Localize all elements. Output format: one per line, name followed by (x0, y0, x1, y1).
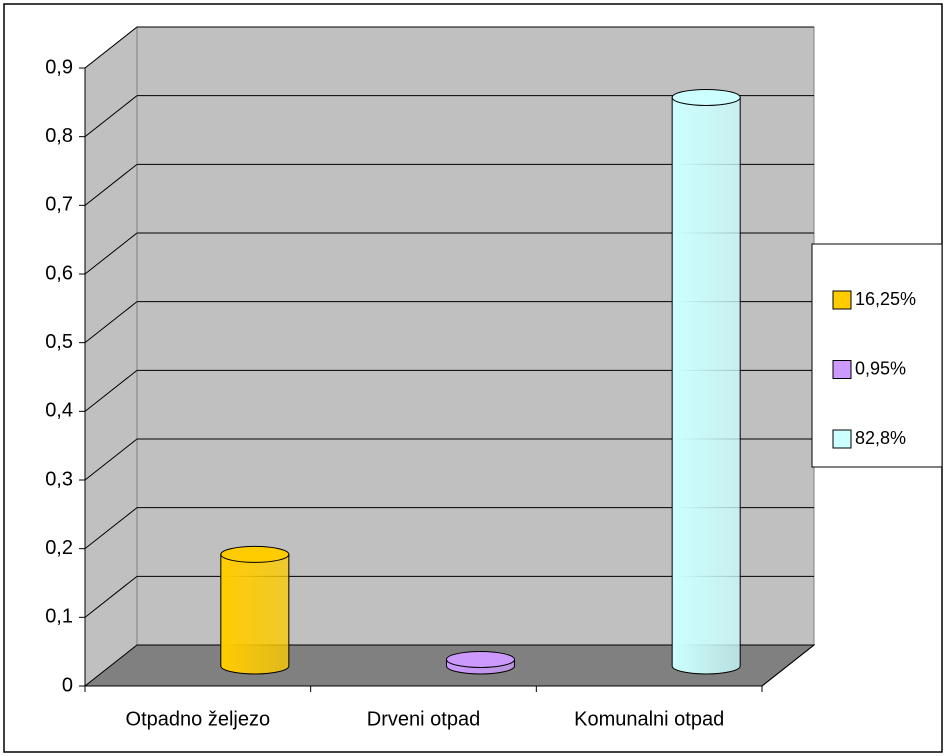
grid-line (84, 95, 138, 138)
y-tick-label: 0,3 (45, 468, 73, 490)
legend-swatch (832, 429, 852, 449)
y-tick-label: 0,5 (45, 331, 73, 353)
grid-line (84, 301, 138, 344)
grid-line (84, 575, 138, 618)
y-tick-label: 0,8 (45, 125, 73, 147)
y-tick-label: 0,7 (45, 194, 73, 216)
bar (671, 88, 741, 675)
legend-label: 16,25% (855, 289, 916, 309)
left-wall (84, 25, 138, 688)
bar-body (671, 96, 741, 675)
y-tick-label: 0,1 (45, 606, 73, 628)
y-tick-label: 0,4 (45, 400, 73, 422)
y-tick-label: 0,2 (45, 537, 73, 559)
grid-line (84, 438, 138, 481)
bar-top (671, 88, 741, 106)
bar-top (446, 650, 515, 668)
x-axis-depth (761, 644, 815, 687)
grid-line (84, 163, 138, 206)
y-tick-label: 0 (62, 674, 73, 696)
legend-swatch (832, 360, 852, 379)
x-tick-label: Otpadno željezo (126, 708, 271, 730)
grid-line (84, 232, 138, 275)
grid-line (84, 507, 138, 550)
grid-line (84, 26, 138, 69)
grid-line (84, 369, 138, 412)
bar (446, 650, 515, 675)
y-tick-label: 0,9 (45, 56, 73, 78)
legend-swatch (832, 290, 852, 310)
x-tick-label: Drveni otpad (367, 708, 480, 730)
legend-label: 82,8% (855, 428, 906, 448)
legend-label: 0,95% (855, 358, 906, 378)
bar-top (220, 545, 290, 563)
y-tick-label: 0,6 (45, 262, 73, 284)
bar (220, 545, 290, 675)
x-tick-label: Komunalni otpad (574, 708, 724, 730)
bar-body (220, 553, 290, 675)
